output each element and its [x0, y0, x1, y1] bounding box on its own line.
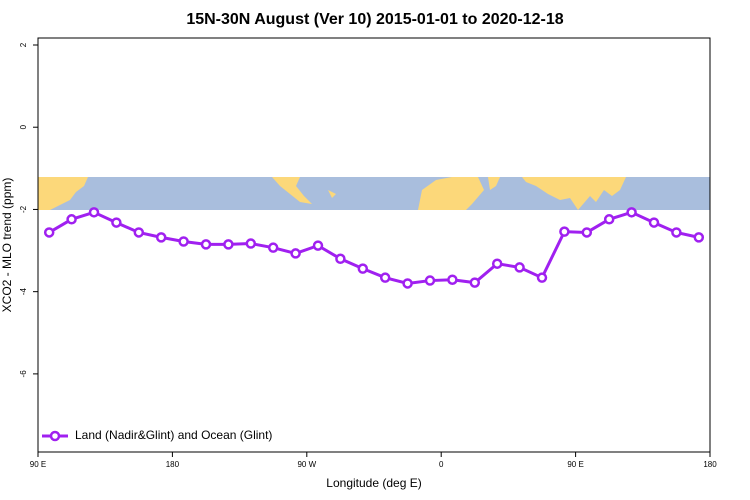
- point: [581, 227, 593, 238]
- y-axis-label: XCO2 - MLO trend (ppm): [0, 178, 14, 313]
- point: [514, 262, 525, 273]
- point: [267, 242, 279, 253]
- point: [648, 217, 660, 228]
- point: [178, 236, 189, 247]
- point: [693, 232, 705, 243]
- point: [312, 240, 324, 251]
- plot-frame: [37, 37, 711, 453]
- x-axis-label: Longitude (deg E): [326, 476, 421, 490]
- point: [290, 248, 301, 259]
- chart-title: 15N-30N August (Ver 10) 2015-01-01 to 20…: [186, 11, 563, 28]
- point: [603, 214, 615, 225]
- point: [88, 207, 100, 218]
- x-tick-label: 180: [166, 460, 180, 469]
- point: [155, 232, 167, 243]
- point: [559, 226, 570, 237]
- point: [424, 275, 436, 286]
- point: [133, 227, 145, 238]
- point: [223, 239, 234, 250]
- y-tick-label: 2: [19, 42, 28, 47]
- y-tick-label: -6: [19, 370, 28, 378]
- point: [536, 272, 548, 283]
- point: [491, 258, 503, 269]
- y-tick-label: 0: [19, 124, 28, 129]
- point: [43, 227, 55, 238]
- x-tick-label: 90 E: [30, 460, 46, 469]
- point: [357, 263, 369, 274]
- legend-marker: [49, 430, 61, 442]
- map-strip: [38, 177, 710, 210]
- point: [379, 272, 391, 283]
- point: [447, 274, 458, 285]
- x-tick-label: 90 E: [567, 460, 583, 469]
- point: [402, 278, 413, 289]
- x-tick-label: 0: [439, 460, 444, 469]
- point: [626, 207, 637, 218]
- x-tick-label: 180: [703, 460, 717, 469]
- point: [335, 253, 346, 265]
- series-line: [48, 210, 700, 285]
- point: [66, 214, 77, 225]
- point: [200, 239, 212, 250]
- point: [469, 277, 481, 288]
- legend-label: Land (Nadir&Glint) and Ocean (Glint): [75, 428, 272, 442]
- x-tick-label: 90 W: [297, 460, 316, 469]
- y-tick-label: -4: [19, 288, 28, 296]
- point: [671, 227, 682, 238]
- point: [111, 217, 122, 228]
- y-tick-label: -2: [19, 205, 28, 213]
- point: [245, 238, 257, 249]
